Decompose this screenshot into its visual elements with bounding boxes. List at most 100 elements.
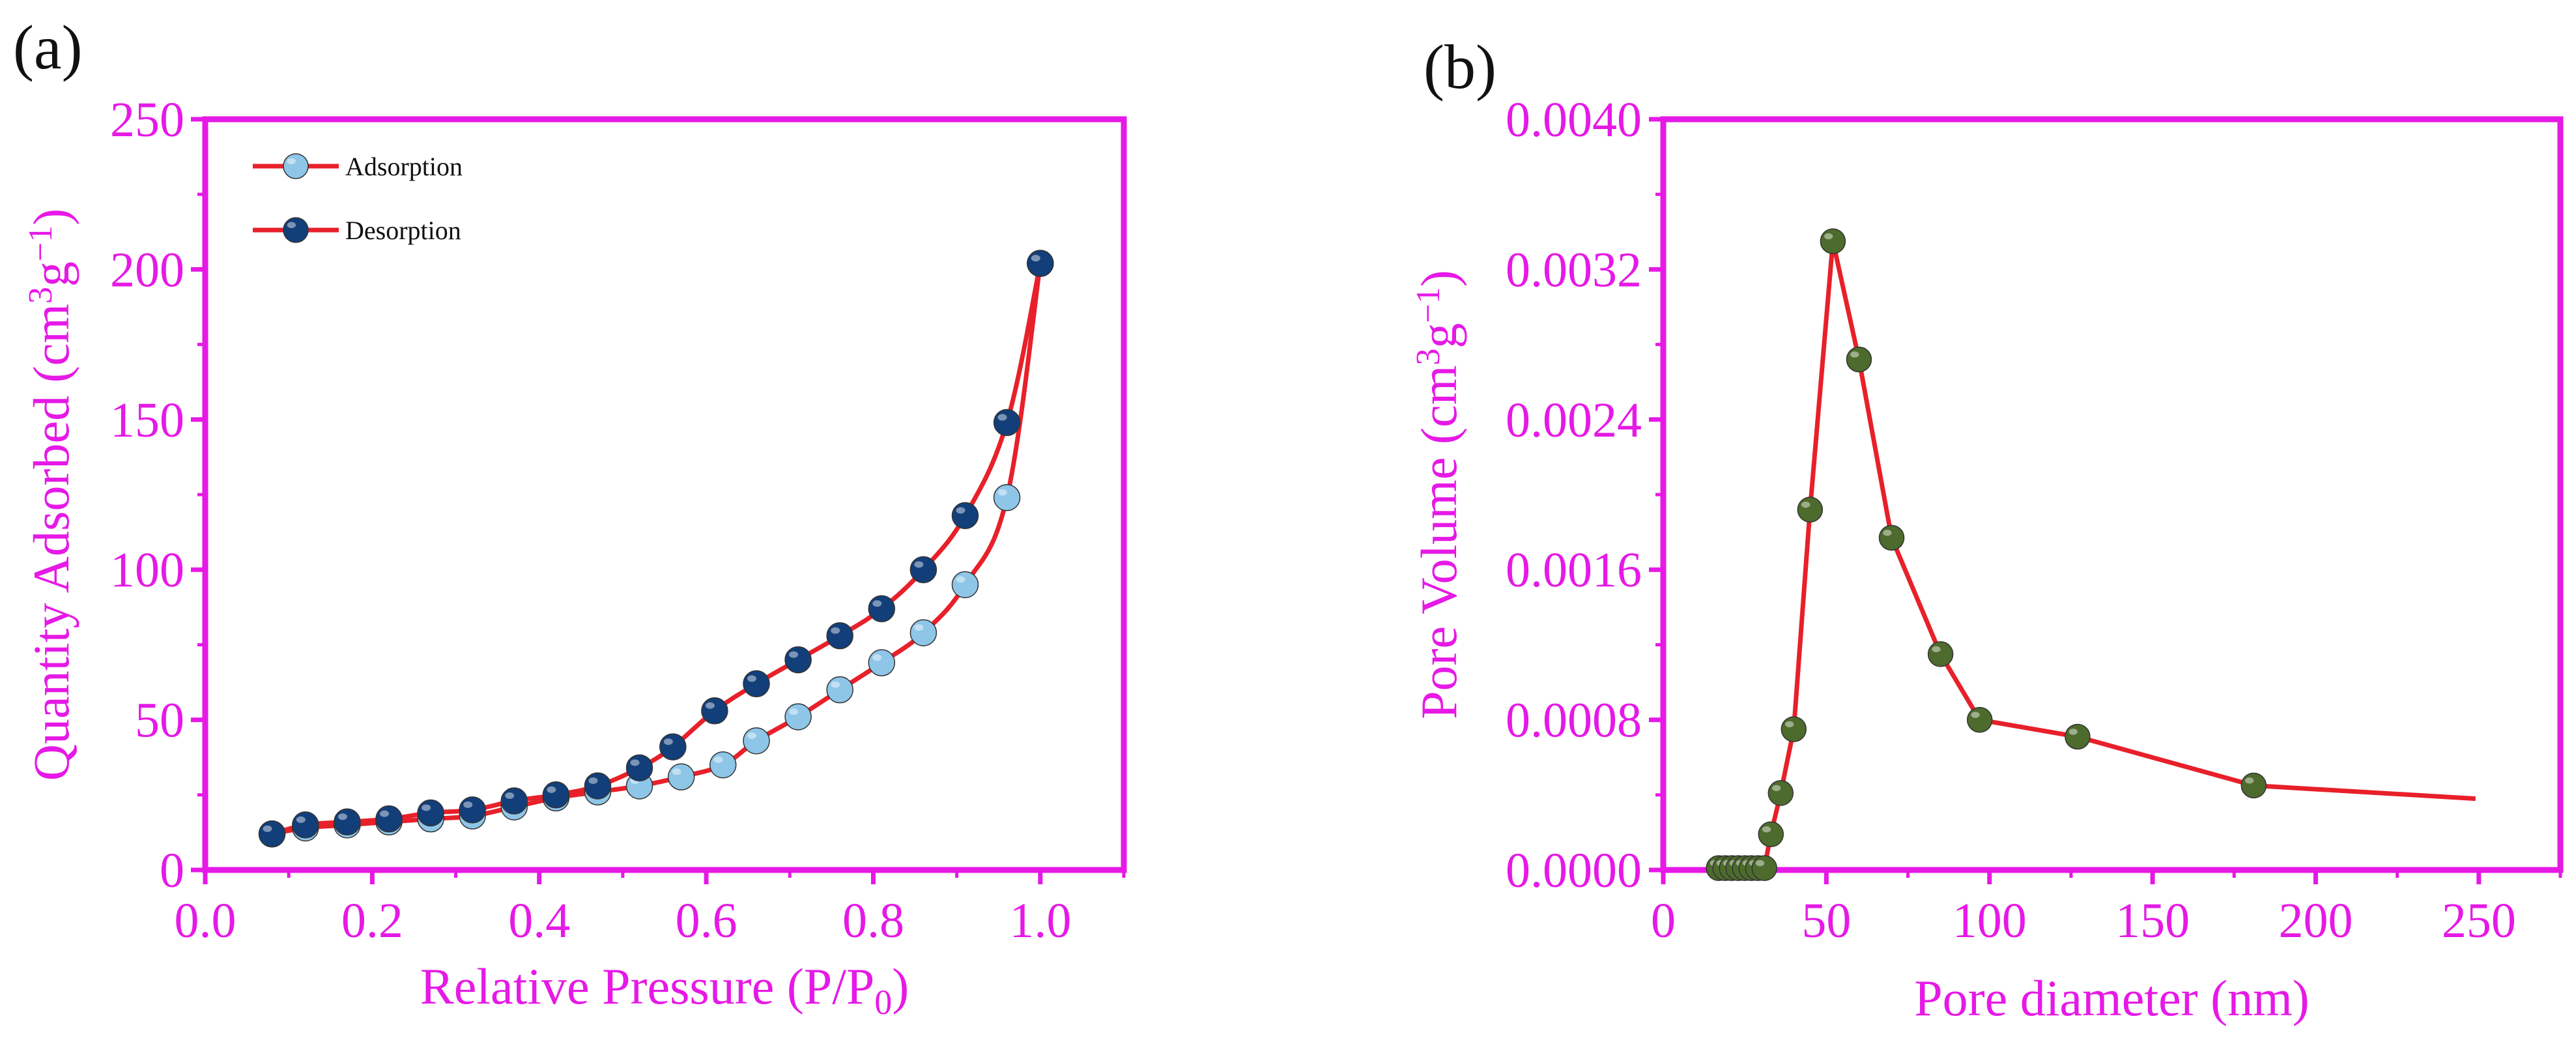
data-point-pore-volume-distribution xyxy=(1781,716,1807,742)
data-point-adsorption-highlight xyxy=(831,681,840,688)
x-tick-label: 0.6 xyxy=(676,893,737,948)
panel-a-adsorption-isotherm: 0.0 0.2 0.4 0.6 0.8 1.0 0 50 100 150 200 250 Relati… xyxy=(22,93,1127,1022)
y-tick-label: 0.0024 xyxy=(1506,393,1642,448)
data-point-pore-volume-distribution-highlight xyxy=(1755,860,1765,867)
data-point-adsorption-highlight xyxy=(713,756,723,763)
data-point-desorption-highlight xyxy=(263,825,272,832)
data-point-pore-volume-distribution-highlight xyxy=(1762,826,1771,833)
data-point-pore-volume-distribution xyxy=(2240,772,2267,799)
panel-a-label: (a) xyxy=(13,12,83,82)
data-point-pore-volume-distribution-highlight xyxy=(1850,351,1859,358)
y-tick-label: 0.0040 xyxy=(1506,93,1642,147)
panel-b-x-axis-title: Pore diameter (nm) xyxy=(1914,970,2309,1026)
legend-label: Desorption xyxy=(345,216,461,245)
y-tick-label: 100 xyxy=(110,543,184,598)
data-point-desorption xyxy=(826,622,853,650)
data-point-pore-volume-distribution xyxy=(1927,641,1954,667)
legend-label: Adsorption xyxy=(345,152,463,181)
legend-marker-highlight xyxy=(287,222,296,229)
data-point-desorption-highlight xyxy=(747,675,756,682)
y-tick-label: 0.0000 xyxy=(1506,843,1642,898)
data-point-desorption-highlight xyxy=(914,561,924,568)
panel-a-y-axis-title: Quantity Adsorbed (cm3g−1) xyxy=(22,209,79,781)
data-point-desorption-highlight xyxy=(422,804,431,811)
data-point-desorption-highlight xyxy=(630,759,640,766)
data-point-pore-volume-distribution xyxy=(1751,855,1777,881)
data-point-pore-volume-distribution-highlight xyxy=(1801,501,1810,508)
data-point-desorption xyxy=(258,820,286,848)
data-point-desorption-highlight xyxy=(463,801,473,808)
data-point-desorption-highlight xyxy=(663,738,673,745)
data-point-desorption xyxy=(542,781,570,809)
data-point-desorption-highlight xyxy=(337,813,347,820)
data-point-pore-volume-distribution-highlight xyxy=(1824,233,1833,240)
data-point-pore-volume-distribution xyxy=(1878,525,1905,551)
legend-marker xyxy=(283,153,309,179)
data-point-adsorption xyxy=(951,571,979,598)
data-point-desorption-highlight xyxy=(789,651,799,658)
data-point-adsorption-highlight xyxy=(956,576,966,583)
data-point-desorption xyxy=(993,409,1021,437)
panel-b-y-axis-title: Pore Volume (cm3g−1) xyxy=(1410,270,1467,719)
data-point-desorption-highlight xyxy=(831,627,840,634)
data-point-adsorption-highlight xyxy=(672,768,681,775)
data-point-pore-volume-distribution-highlight xyxy=(1932,646,1941,652)
data-point-adsorption xyxy=(667,763,695,790)
data-point-pore-volume-distribution xyxy=(1820,228,1846,254)
series-line-desorption xyxy=(271,263,1043,837)
data-point-desorption-highlight xyxy=(296,816,306,823)
data-point-desorption xyxy=(868,595,896,622)
data-point-pore-volume-distribution-highlight xyxy=(1784,721,1794,728)
data-point-pore-volume-distribution-highlight xyxy=(1971,712,1980,718)
data-point-desorption xyxy=(417,799,444,827)
data-point-pore-volume-distribution xyxy=(1767,780,1794,806)
x-tick-label: 0.0 xyxy=(175,893,236,948)
data-point-adsorption xyxy=(826,676,853,704)
y-tick-label: 0 xyxy=(160,843,184,898)
data-point-pore-volume-distribution xyxy=(1846,346,1872,373)
x-tick-label: 100 xyxy=(1953,893,2027,948)
x-tick-label: 1.0 xyxy=(1009,893,1071,948)
data-point-pore-volume-distribution-highlight xyxy=(1883,529,1892,536)
x-tick-label: 0 xyxy=(1651,893,1676,948)
data-point-desorption-highlight xyxy=(588,777,598,784)
data-point-pore-volume-distribution xyxy=(1966,706,1993,733)
data-point-desorption-highlight xyxy=(380,810,389,817)
data-point-desorption xyxy=(334,808,361,836)
y-tick-label: 250 xyxy=(110,93,184,147)
data-point-adsorption-highlight xyxy=(997,489,1007,496)
data-point-adsorption xyxy=(868,649,896,676)
data-point-desorption xyxy=(500,787,528,815)
x-tick-label: 250 xyxy=(2442,893,2516,948)
data-point-desorption-highlight xyxy=(1031,255,1040,262)
y-tick-label: 200 xyxy=(110,242,184,297)
data-point-desorption-highlight xyxy=(997,414,1007,421)
data-point-desorption xyxy=(375,805,403,833)
series-line-pore-volume-distribution xyxy=(1719,239,2476,871)
data-point-desorption-highlight xyxy=(547,786,556,793)
panel-a-legend: Adsorption Desorption xyxy=(253,152,463,245)
data-point-desorption xyxy=(292,811,319,839)
series-line-adsorption xyxy=(271,263,1043,837)
data-point-desorption xyxy=(701,697,728,725)
data-point-desorption xyxy=(625,754,653,782)
panel-b-plot-area xyxy=(1706,228,2476,881)
y-tick-label: 0.0032 xyxy=(1506,242,1642,297)
legend-marker xyxy=(283,217,309,243)
data-point-adsorption xyxy=(993,484,1021,512)
data-point-desorption xyxy=(459,796,486,824)
data-point-desorption xyxy=(1027,250,1054,277)
data-point-pore-volume-distribution xyxy=(2065,723,2091,750)
y-tick-label: 50 xyxy=(135,693,184,748)
legend-marker-highlight xyxy=(287,158,296,165)
data-point-adsorption-highlight xyxy=(747,732,756,739)
y-tick-label: 0.0008 xyxy=(1506,693,1642,748)
data-point-desorption xyxy=(951,502,979,530)
data-point-pore-volume-distribution xyxy=(1797,497,1824,523)
data-point-adsorption-highlight xyxy=(872,654,882,661)
data-point-desorption xyxy=(743,670,770,698)
y-tick-label: 150 xyxy=(110,393,184,448)
x-tick-label: 0.2 xyxy=(341,893,403,948)
data-point-pore-volume-distribution-highlight xyxy=(2068,729,2078,735)
